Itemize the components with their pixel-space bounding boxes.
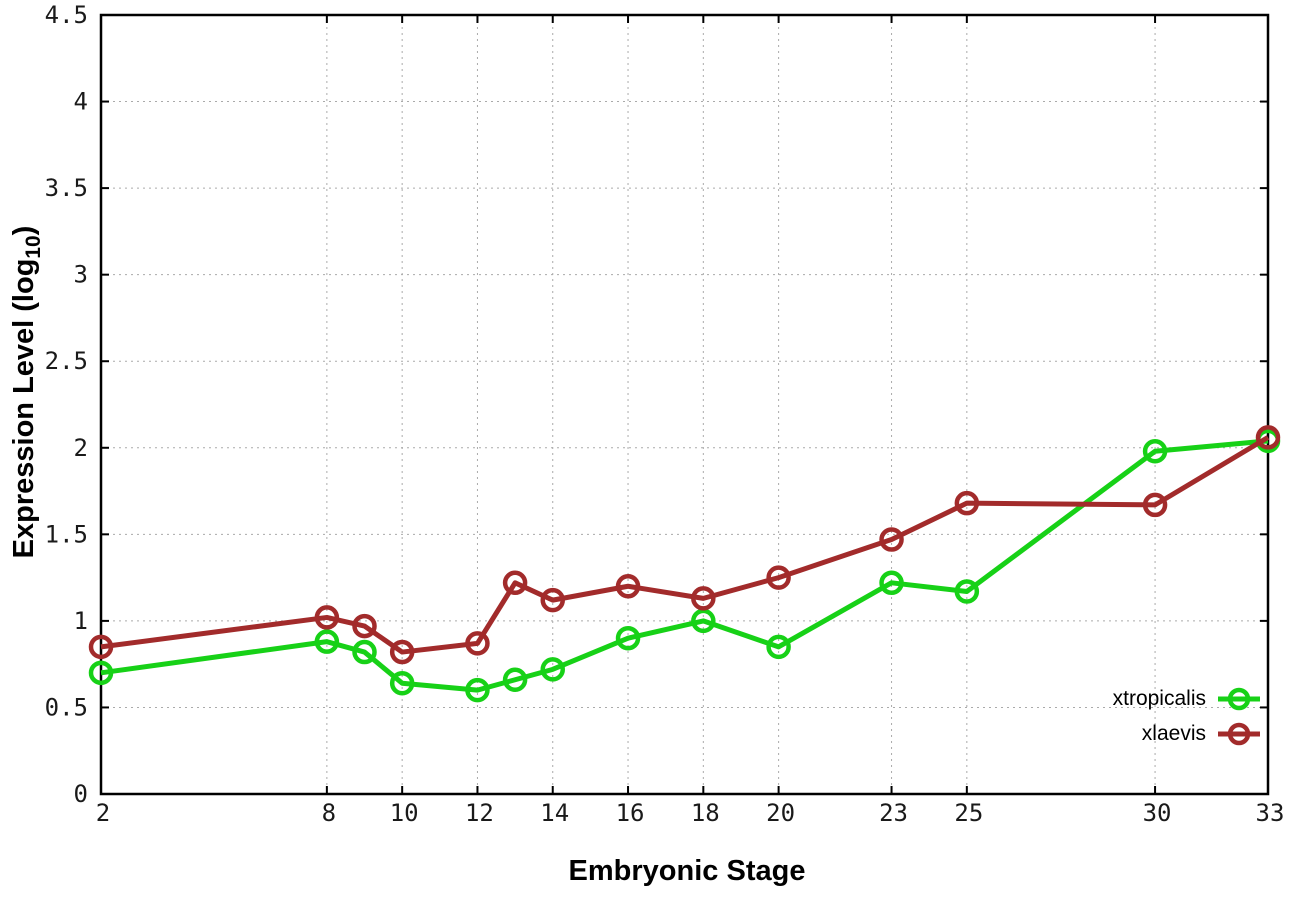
x-tick-label: 10 bbox=[390, 799, 419, 827]
legend-item-xtropicalis: xtropicalis bbox=[1113, 686, 1262, 712]
data-point-xlaevis bbox=[352, 613, 377, 639]
data-point-xlaevis bbox=[502, 570, 528, 596]
legend-label-xtropicalis: xtropicalis bbox=[1112, 687, 1206, 710]
x-tick-label: 16 bbox=[616, 799, 645, 827]
data-point-xlaevis bbox=[879, 527, 904, 552]
legend-marker-xlaevis bbox=[1218, 722, 1260, 746]
data-point-xlaevis bbox=[389, 639, 415, 665]
x-tick-label: 25 bbox=[954, 799, 983, 827]
y-tick-label: 2.5 bbox=[45, 347, 88, 375]
data-point-xtropicalis bbox=[879, 570, 904, 596]
data-point-xlaevis bbox=[615, 574, 641, 599]
legend: xtropicalis xlaevis bbox=[1113, 686, 1262, 747]
data-point-xtropicalis bbox=[540, 657, 565, 682]
x-tick-label: 2 bbox=[96, 799, 110, 827]
data-point-xlaevis bbox=[954, 490, 980, 516]
x-tick-label: 33 bbox=[1256, 799, 1285, 827]
y-tick-label: 4.5 bbox=[45, 1, 88, 29]
x-tick-label: 8 bbox=[322, 799, 336, 827]
x-tick-label: 30 bbox=[1143, 799, 1172, 827]
series-line-xtropicalis bbox=[100, 438, 1269, 693]
y-axis-title-suffix: ) bbox=[8, 225, 41, 236]
x-tick-label: 14 bbox=[540, 799, 569, 827]
y-axis-title-subscript: 10 bbox=[21, 235, 45, 259]
x-tick-label: 23 bbox=[879, 799, 908, 827]
data-point-xlaevis bbox=[540, 587, 565, 613]
y-tick-label: 2 bbox=[74, 434, 88, 462]
data-point-xlaevis bbox=[1142, 492, 1168, 518]
data-point-xtropicalis bbox=[691, 608, 716, 634]
data-point-xtropicalis bbox=[954, 579, 980, 604]
x-axis-title: Embryonic Stage bbox=[568, 855, 806, 887]
y-tick-label: 3 bbox=[74, 261, 88, 289]
series-line-xlaevis bbox=[100, 435, 1270, 655]
data-point-xtropicalis bbox=[88, 660, 114, 686]
x-tick-label: 12 bbox=[465, 799, 494, 827]
y-axis-title-prefix: Expression Level (log bbox=[8, 258, 41, 559]
data-point-xtropicalis bbox=[615, 625, 641, 651]
legend-circle-sample bbox=[1227, 722, 1251, 746]
y-tick-label: 4 bbox=[74, 88, 88, 116]
data-point-xlaevis bbox=[766, 565, 791, 590]
y-tick-label: 3.5 bbox=[45, 174, 88, 202]
y-tick-label: 1.5 bbox=[45, 520, 88, 548]
data-point-xlaevis bbox=[465, 631, 490, 656]
gridlines bbox=[100, 14, 1269, 795]
data-point-xtropicalis bbox=[389, 670, 415, 696]
legend-item-xlaevis: xlaevis bbox=[1142, 721, 1262, 747]
series-xlaevis bbox=[88, 425, 1281, 665]
data-point-xlaevis bbox=[1255, 425, 1281, 450]
data-point-xlaevis bbox=[88, 634, 114, 660]
series-xtropicalis bbox=[88, 428, 1281, 703]
plot-border bbox=[99, 13, 1270, 796]
data-point-xtropicalis bbox=[352, 639, 377, 665]
data-point-xtropicalis bbox=[502, 667, 528, 692]
data-point-xtropicalis bbox=[766, 634, 791, 660]
y-tick-label: 0 bbox=[74, 780, 88, 808]
data-point-xtropicalis bbox=[1142, 438, 1168, 464]
tick-marks bbox=[100, 14, 1269, 795]
legend-marker-xtropicalis bbox=[1218, 687, 1260, 711]
x-tick-label: 20 bbox=[766, 799, 795, 827]
y-tick-label: 0.5 bbox=[45, 693, 88, 721]
x-tick-label: 18 bbox=[691, 799, 720, 827]
y-tick-label: 1 bbox=[74, 607, 88, 635]
y-axis-title: Expression Level (log10) bbox=[8, 226, 46, 559]
data-point-xtropicalis bbox=[465, 677, 490, 703]
data-point-xlaevis bbox=[314, 605, 340, 630]
legend-label-xlaevis: xlaevis bbox=[1141, 722, 1206, 745]
data-point-xtropicalis bbox=[314, 629, 340, 654]
data-point-xlaevis bbox=[691, 586, 716, 611]
legend-circle-sample bbox=[1227, 687, 1251, 711]
